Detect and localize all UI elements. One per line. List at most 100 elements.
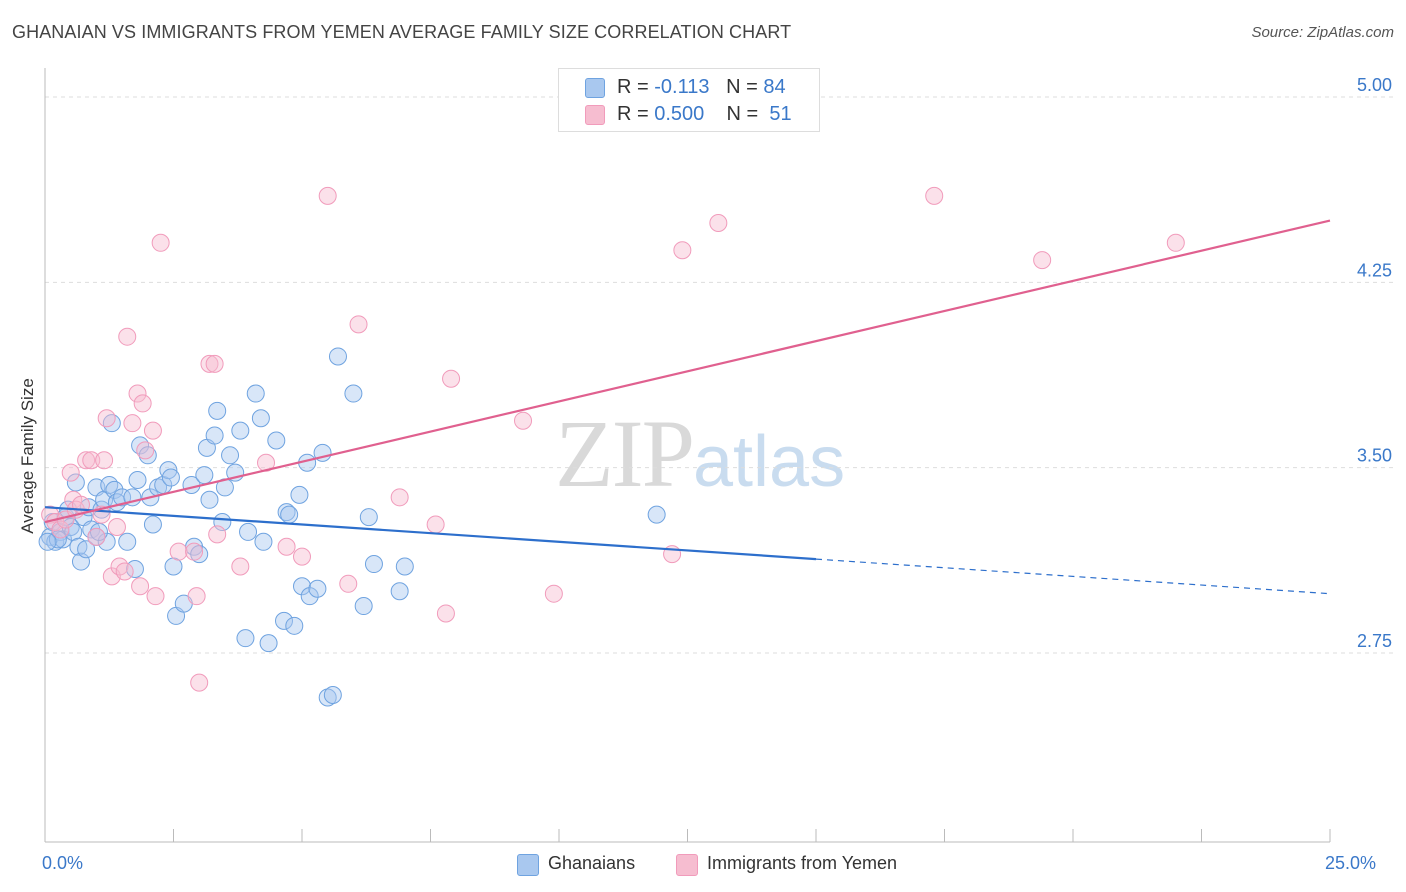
point-yemen	[187, 587, 206, 606]
point-yemen	[123, 414, 142, 433]
x-tick-label-min: 0.0%	[42, 853, 84, 873]
point-ghanaians	[195, 466, 214, 485]
legend-r-value: 0.500	[654, 103, 705, 125]
point-ghanaians	[293, 577, 311, 596]
point-ghanaians	[231, 421, 250, 440]
point-ghanaians	[251, 409, 270, 428]
legend-r-label: R =	[617, 103, 649, 125]
point-yemen	[143, 421, 162, 440]
point-yemen	[146, 587, 165, 606]
point-ghanaians	[395, 557, 414, 576]
legend-n-label: N =	[726, 76, 758, 98]
point-ghanaians	[259, 634, 278, 653]
legend-swatch-ghanaians	[585, 78, 605, 98]
bottom-legend-swatch-ghanaians	[517, 854, 539, 876]
point-ghanaians	[38, 532, 57, 551]
point-yemen	[1033, 251, 1052, 270]
point-yemen	[110, 557, 129, 576]
point-yemen	[169, 542, 188, 561]
point-ghanaians	[267, 431, 286, 450]
bottom-legend-label-ghanaians: Ghanaians	[548, 853, 636, 873]
point-yemen	[133, 394, 152, 413]
point-ghanaians	[208, 401, 227, 420]
point-yemen	[436, 604, 455, 623]
point-ghanaians	[318, 688, 337, 707]
point-ghanaians	[205, 426, 224, 445]
point-yemen	[151, 233, 170, 252]
trendline-ghanaians-extension	[815, 558, 1331, 595]
point-yemen	[136, 441, 155, 460]
point-ghanaians	[221, 446, 240, 465]
legend-r-value: -0.113	[654, 76, 710, 98]
point-ghanaians	[277, 503, 296, 522]
point-ghanaians	[113, 488, 132, 507]
point-yemen	[185, 542, 204, 561]
y-axis-title: Average Family Size	[18, 378, 37, 534]
legend-n-value: 51	[769, 103, 792, 125]
point-ghanaians	[300, 587, 319, 606]
point-yemen	[61, 463, 80, 482]
point-ghanaians	[254, 532, 273, 551]
point-ghanaians	[285, 616, 304, 635]
point-yemen	[673, 241, 692, 260]
point-ghanaians	[323, 686, 342, 705]
point-ghanaians	[128, 471, 147, 490]
point-yemen	[87, 527, 106, 546]
point-yemen	[1166, 233, 1185, 252]
point-yemen	[544, 584, 563, 603]
point-ghanaians	[200, 490, 219, 509]
point-yemen	[426, 515, 445, 534]
point-ghanaians	[290, 485, 309, 504]
point-ghanaians	[344, 384, 363, 403]
point-yemen	[118, 327, 137, 346]
trendline-ghanaians	[44, 506, 817, 561]
point-yemen	[107, 517, 126, 536]
point-ghanaians	[364, 555, 383, 574]
point-ghanaians	[143, 515, 162, 534]
point-yemen	[200, 354, 219, 373]
point-ghanaians	[89, 522, 108, 541]
point-ghanaians	[190, 545, 209, 564]
point-ghanaians	[66, 473, 85, 492]
point-yemen	[293, 547, 311, 566]
point-yemen	[339, 574, 358, 593]
point-yemen	[115, 562, 134, 581]
point-yemen	[442, 369, 461, 388]
point-yemen	[205, 354, 224, 373]
legend-swatch-yemen	[585, 105, 605, 125]
y-tick-label: 5.00	[1357, 75, 1392, 95]
point-ghanaians	[161, 468, 180, 487]
bottom-legend-label-yemen: Immigrants from Yemen	[707, 853, 898, 873]
point-ghanaians	[239, 522, 258, 541]
point-ghanaians	[138, 446, 157, 465]
y-tick-label: 3.50	[1357, 446, 1392, 466]
legend-n-value: 84	[763, 76, 786, 98]
point-ghanaians	[77, 540, 96, 559]
legend-n-label: N =	[726, 103, 759, 125]
point-yemen	[709, 214, 728, 233]
point-ghanaians	[354, 597, 373, 616]
point-ghanaians	[390, 582, 409, 601]
point-yemen	[925, 186, 944, 205]
point-yemen	[231, 557, 250, 576]
point-ghanaians	[308, 579, 327, 598]
point-yemen	[390, 488, 409, 507]
point-yemen	[277, 537, 296, 556]
point-ghanaians	[236, 629, 255, 648]
point-ghanaians	[100, 475, 119, 494]
correlation-legend: R = -0.113 N = 84 R = 0.500 N = 51	[558, 68, 820, 132]
bottom-legend-swatch-yemen	[676, 854, 698, 876]
point-yemen	[82, 451, 101, 470]
point-yemen	[77, 451, 96, 470]
point-ghanaians	[280, 505, 299, 524]
point-yemen	[128, 384, 147, 403]
point-yemen	[208, 525, 227, 544]
point-yemen	[51, 520, 70, 539]
point-yemen	[97, 409, 116, 428]
zipatlas-watermark: ZIPatlas	[555, 398, 845, 509]
watermark-atlas: atlas	[693, 422, 846, 502]
point-ghanaians	[159, 461, 178, 480]
point-yemen	[131, 577, 150, 596]
point-yemen	[349, 315, 368, 334]
